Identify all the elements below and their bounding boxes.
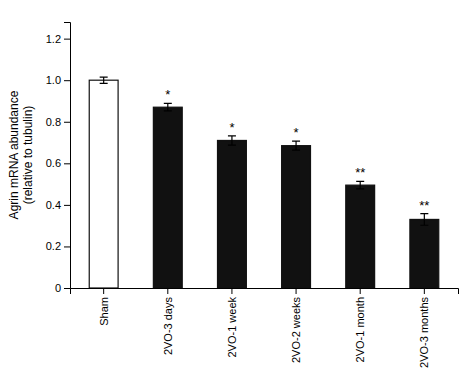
x-tick-label: 2VO-3 days	[162, 297, 174, 356]
x-tick: 2VO-3 days	[162, 288, 174, 355]
x-tick-mark	[360, 288, 361, 294]
y-tick-label: 0.4	[46, 199, 61, 211]
y-axis-title: Agrin mRNA abundance(relative to tubulin…	[7, 90, 35, 219]
marks	[89, 77, 439, 288]
y-tick-mark	[64, 205, 70, 206]
y-tick: 1.2	[46, 33, 70, 45]
x-tick: Sham	[98, 288, 110, 326]
y-axis-title-line: Agrin mRNA abundance	[7, 90, 21, 219]
x-tick-label: 2VO-2 weeks	[290, 297, 302, 364]
y-tick: 0.8	[46, 116, 70, 128]
significance-label: **	[419, 198, 429, 213]
y-axis-title-line: (relative to tubulin)	[21, 106, 35, 205]
error-bar	[164, 103, 172, 110]
y-tick-mark	[64, 39, 70, 40]
y-tick: 1.0	[46, 74, 70, 86]
x-tick-mark	[424, 288, 425, 294]
y-tick-label: 0.8	[46, 116, 61, 128]
y-tick-mark	[64, 80, 70, 81]
x-tick-label: 2VO-1 week	[226, 297, 238, 358]
y-tick-mark	[64, 122, 70, 123]
x-tick: 2VO-2 weeks	[290, 288, 302, 363]
chart-container: 0 0.2 0.4 0.6 0.8 1.0 1.2 Sham 2VO-3 days 2VO-1 w…	[0, 0, 474, 380]
x-tick-mark	[167, 288, 168, 294]
y-tick: 0.6	[46, 157, 70, 169]
error-bar	[292, 141, 300, 150]
x-tick-mark	[103, 288, 104, 294]
y-tick-label: 0.6	[46, 157, 61, 169]
x-axis-line	[71, 289, 459, 295]
y-tick-label: 0	[55, 282, 61, 294]
x-tick-label: 2VO-1 month	[354, 297, 366, 362]
bar	[153, 107, 182, 288]
chart-svg: 0 0.2 0.4 0.6 0.8 1.0 1.2 Sham 2VO-3 days 2VO-1 w…	[0, 0, 474, 380]
significance-label: *	[165, 87, 170, 102]
error-bar	[420, 214, 428, 226]
y-axis-line	[64, 23, 71, 289]
significance-label: **	[355, 165, 365, 180]
error-bar	[100, 77, 108, 83]
bar	[282, 146, 311, 288]
x-tick: 2VO-1 week	[226, 288, 238, 358]
x-tick-mark	[296, 288, 297, 294]
error-bar	[356, 181, 364, 188]
y-tick-label: 1.2	[46, 33, 61, 45]
x-tick: 2VO-1 month	[354, 288, 366, 362]
error-bar	[228, 136, 236, 145]
x-tick-label: 2VO-3 months	[418, 297, 430, 368]
y-tick: 0	[55, 282, 70, 294]
plot-area: 0 0.2 0.4 0.6 0.8 1.0 1.2 Sham 2VO-3 days 2VO-1 w…	[46, 23, 459, 368]
y-tick-label: 0.2	[46, 240, 61, 252]
x-tick-mark	[231, 288, 232, 294]
y-axis: 0 0.2 0.4 0.6 0.8 1.0 1.2	[46, 23, 71, 295]
significance-label: *	[229, 120, 234, 135]
y-tick-mark	[64, 163, 70, 164]
y-tick-mark	[64, 288, 70, 289]
significance-labels: *******	[165, 87, 429, 212]
x-tick: 2VO-3 months	[418, 288, 430, 368]
bar	[410, 219, 439, 288]
significance-label: *	[294, 125, 299, 140]
x-axis: Sham 2VO-3 days 2VO-1 week 2VO-2 weeks 2VO-1…	[71, 288, 459, 368]
y-tick: 0.2	[46, 240, 70, 252]
y-tick-mark	[64, 246, 70, 247]
bar	[89, 80, 118, 288]
x-tick-label: Sham	[98, 297, 110, 326]
y-tick: 0.4	[46, 199, 70, 211]
bar	[218, 140, 247, 288]
bar	[346, 185, 375, 288]
y-tick-label: 1.0	[46, 74, 61, 86]
